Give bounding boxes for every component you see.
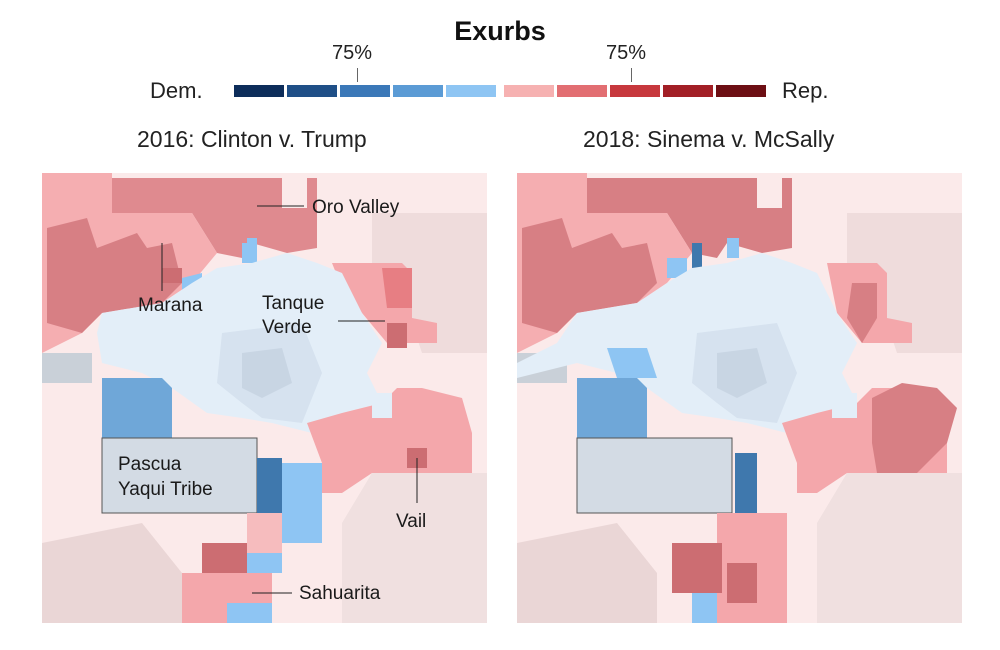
map-2016-subtitle: 2016: Clinton v. Trump [137,126,367,152]
region-nw-lightblue [607,348,657,378]
legend-rep-75-tick [631,68,632,82]
legend-swatch-dem-2 [393,85,443,97]
legend-swatch-rep-4 [663,85,713,97]
region-east-lightblue [372,393,392,418]
legend-dem-label: Dem. [150,78,203,103]
region-faint-mauve-ne [847,213,962,353]
region-sahuarita-red-2 [727,563,757,603]
map-2016: Oro Valley Marana Tanque Verde Pascua Ya… [42,173,487,623]
region-south-pink [247,513,282,553]
region-faint-mauve-ne [372,213,487,353]
legend-color-scale [234,85,766,97]
region-oro-blue-3 [727,238,739,258]
region-north-red [110,178,317,258]
legend-swatch-rep-3 [610,85,660,97]
map-2018-subtitle: 2018: Sinema v. McSally [583,126,835,152]
legend-swatch-rep-2 [557,85,607,97]
label-marana: Marana [138,295,203,316]
region-pascua-dark-blue [735,453,757,513]
map-2016-svg: Oro Valley Marana Tanque Verde Pascua Ya… [42,173,487,623]
region-pascua-yaqui [101,437,258,514]
region-vail-red [872,383,957,473]
region-pascua-dark-blue [257,458,282,513]
region-marana-red [47,218,182,333]
legend-swatch-dem-4 [287,85,337,97]
label-oro-valley: Oro Valley [312,197,400,218]
region-gray-west [42,353,92,383]
legend-rep-label: Rep. [782,78,829,103]
legend-dem-75-tick [357,68,358,82]
region-south-blue [692,593,717,623]
region-faint-mauve-se [817,473,962,623]
label-pascua-line-2: Yaqui Tribe [118,479,213,500]
region-oro-blue-1 [692,243,702,268]
legend-swatch-rep-1 [504,85,554,97]
legend-swatch-dem-5 [234,85,284,97]
label-sahuarita: Sahuarita [299,583,381,604]
region-tanque-red-2 [387,323,407,348]
region-tanque-red [382,268,412,308]
region-south-blue-strip [227,603,272,623]
legend-swatch-dem-3 [340,85,390,97]
map-2018-svg [517,173,962,623]
region-marana-town [162,268,182,283]
region-west-blue [577,378,647,438]
map-2018 [517,173,962,623]
region-sahuarita-red [672,543,722,593]
region-vail-pink [307,388,472,493]
region-faint-mauve-sw [42,523,182,623]
region-west-blue [102,378,172,438]
region-north-red [585,178,792,258]
region-faint-mauve-sw [517,523,657,623]
label-vail: Vail [396,511,426,532]
region-south-lightblue [282,463,322,543]
label-tanque-verde-line-2: Verde [262,317,312,338]
region-metro-center [242,348,292,398]
region-east-lightblue [832,393,857,418]
figure-title: Exurbs [454,16,546,46]
region-oro-blue-3 [247,238,257,258]
region-pascua-yaqui [576,437,733,514]
region-ne-red [847,283,877,343]
label-tanque-verde-line-1: Tanque [262,293,324,314]
region-metro-center [717,348,767,398]
region-marana-red [522,218,657,333]
legend-swatch-rep-5 [716,85,766,97]
legend-swatch-dem-1 [446,85,496,97]
label-pascua-line-1: Pascua [118,454,182,475]
legend-dem-75-label: 75% [332,42,373,64]
legend-rep-75-label: 75% [606,42,647,64]
region-oro-blue-2 [667,258,687,278]
region-faint-mauve-se [342,473,487,623]
